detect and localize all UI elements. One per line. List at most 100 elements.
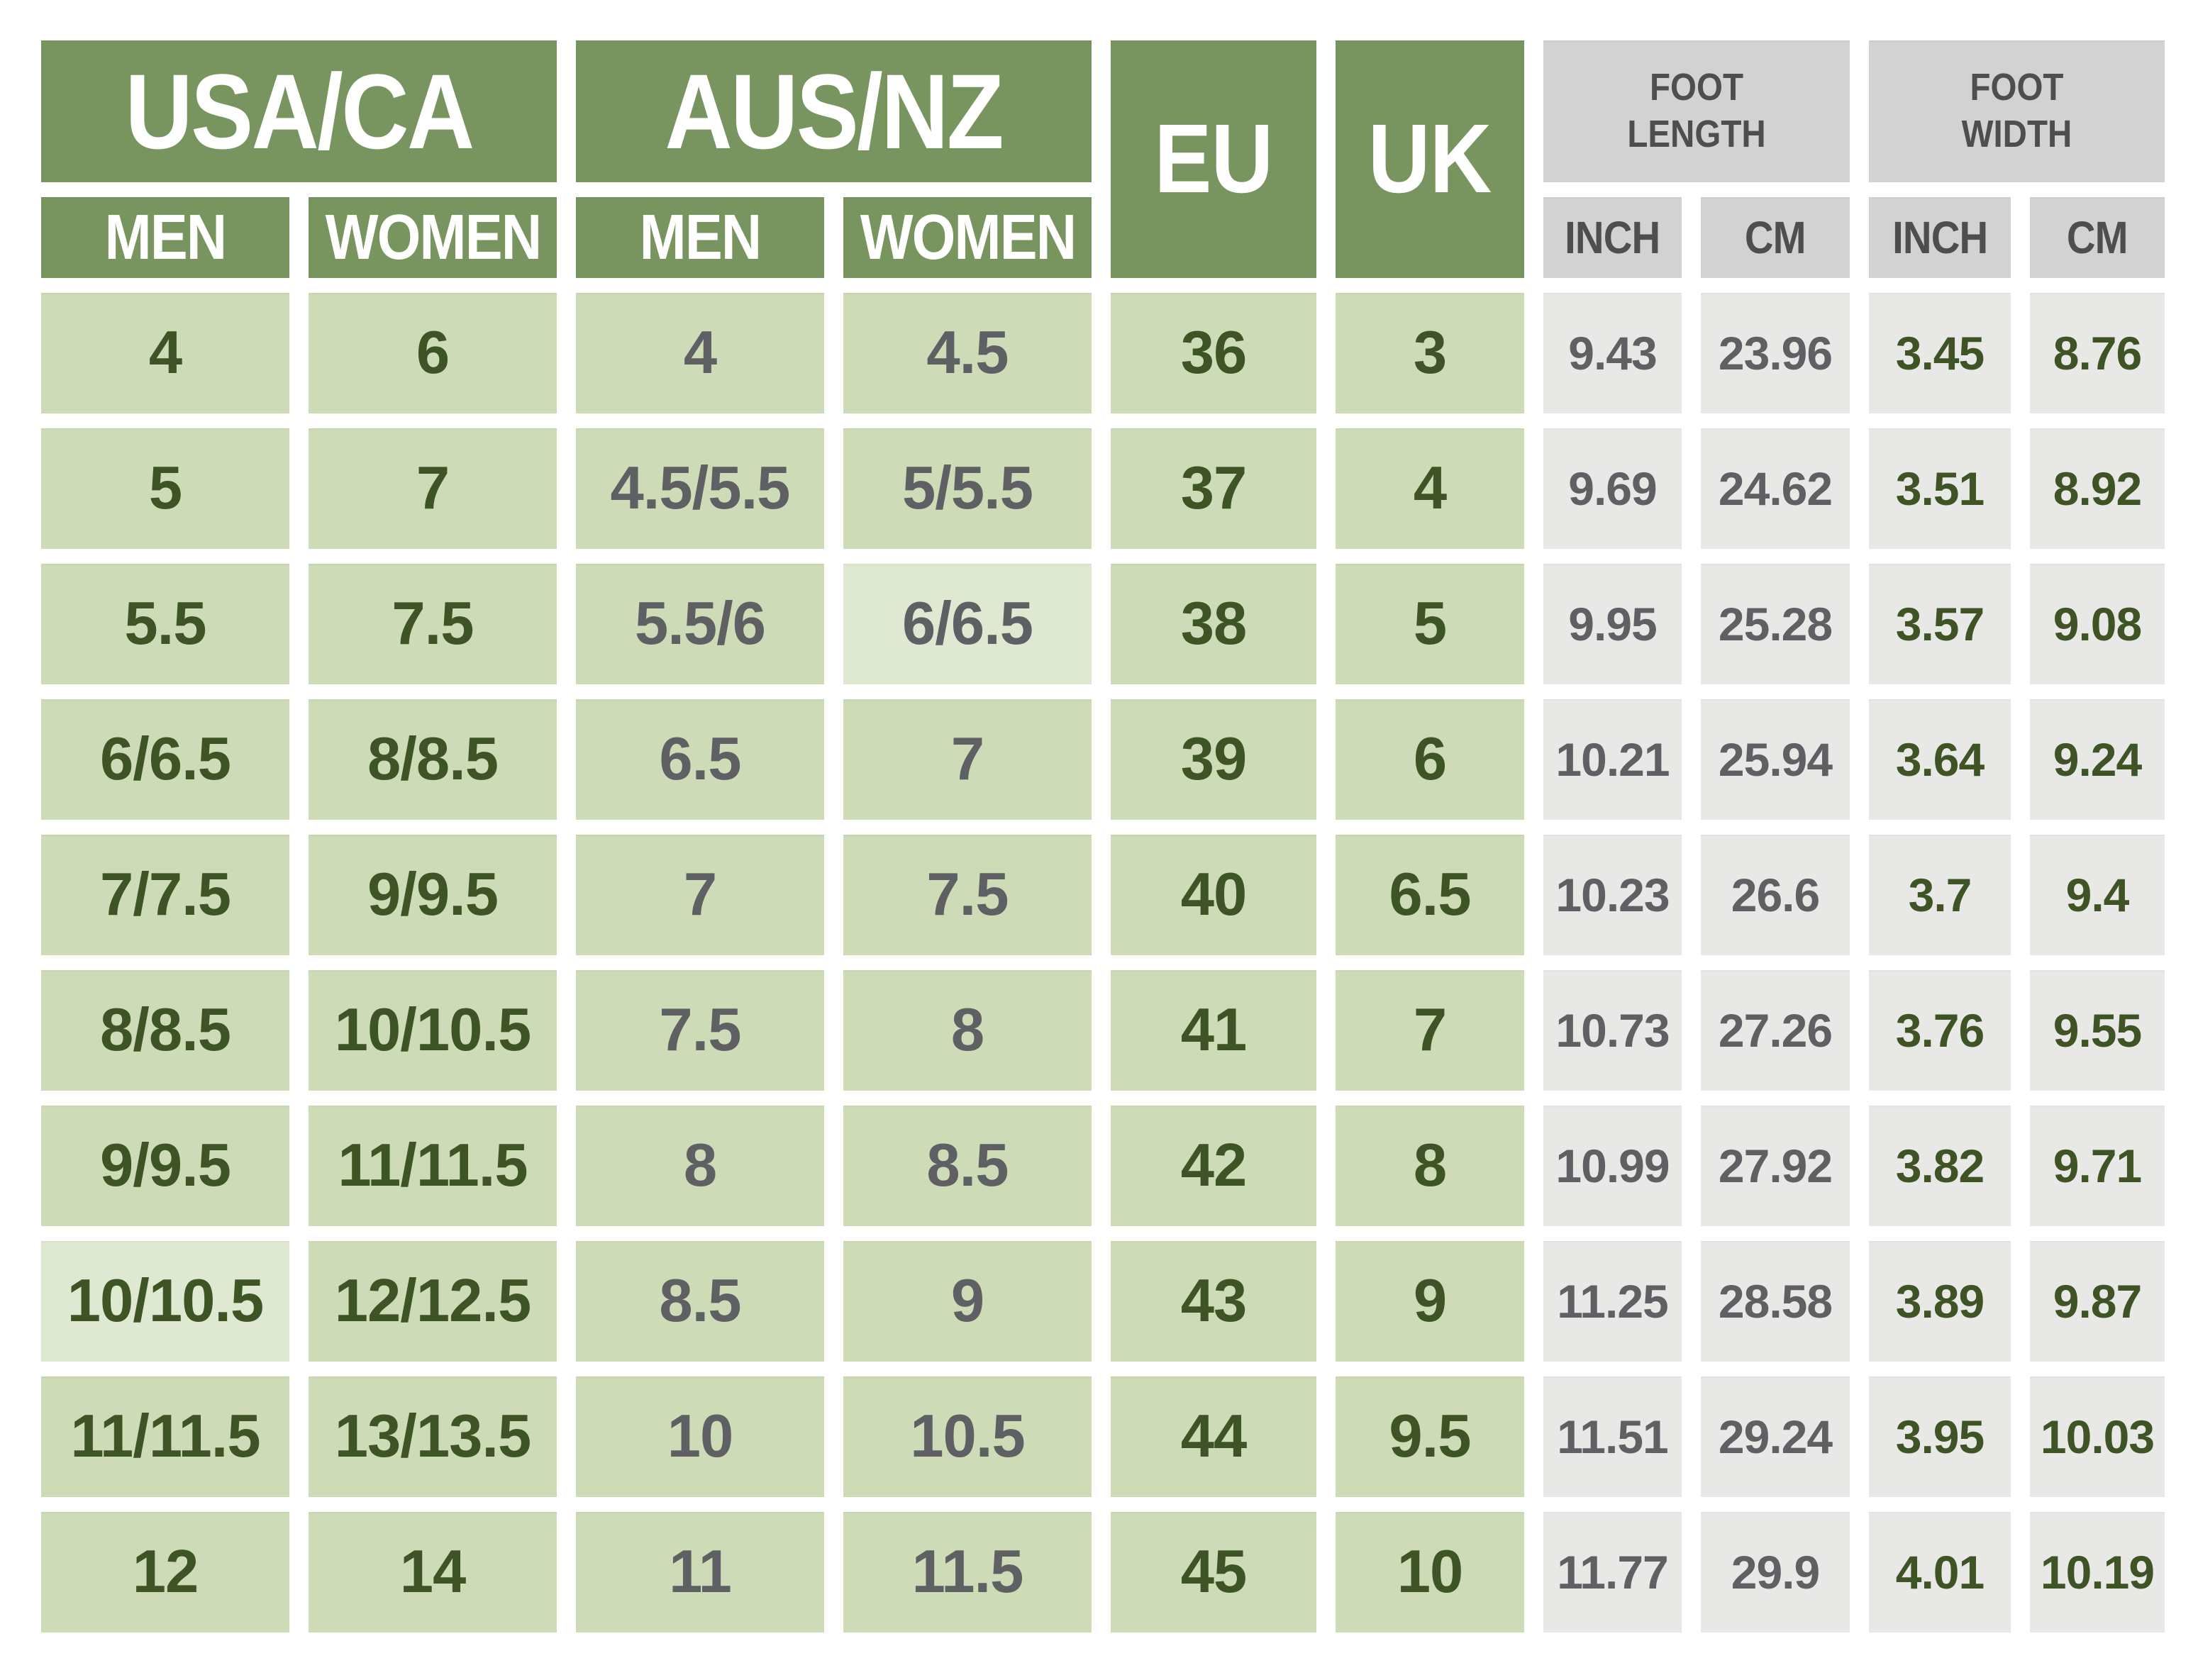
table-cell: 24.62 (1701, 428, 1850, 549)
table-cell: 6.5 (1336, 835, 1524, 955)
table-cell: 3.7 (1869, 835, 2011, 955)
table-cell: 27.92 (1701, 1106, 1850, 1226)
table-cell: 5 (41, 428, 289, 549)
table-cell: 7 (1336, 970, 1524, 1091)
table-cell: 38 (1111, 564, 1316, 684)
subheader-aus-men: MEN (576, 197, 824, 278)
header-uk: UK (1336, 40, 1524, 278)
table-cell: 45 (1111, 1512, 1316, 1632)
table-cell: 14 (309, 1512, 557, 1632)
table-cell: 11.77 (1543, 1512, 1682, 1632)
table-cell: 4 (1336, 428, 1524, 549)
table-cell: 44 (1111, 1376, 1316, 1497)
subheader-length-cm: CM (1701, 197, 1850, 278)
table-cell: 5/5.5 (843, 428, 1092, 549)
table-cell: 8 (843, 970, 1092, 1091)
table-cell: 7.5 (843, 835, 1092, 955)
table-cell: 8.5 (576, 1241, 824, 1362)
table-cell: 42 (1111, 1106, 1316, 1226)
table-cell: 10.73 (1543, 970, 1682, 1091)
table-cell: 5.5 (41, 564, 289, 684)
table-cell: 11.51 (1543, 1376, 1682, 1497)
table-cell: 3.95 (1869, 1376, 2011, 1497)
table-cell: 26.6 (1701, 835, 1850, 955)
table-cell: 10.99 (1543, 1106, 1682, 1226)
header-uk-label: UK (1368, 104, 1492, 213)
table-cell: 11/11.5 (41, 1376, 289, 1497)
table-cell: 5 (1336, 564, 1524, 684)
subheader-width-inch-label: INCH (1892, 212, 1988, 263)
subheader-aus-women-label: WOMEN (860, 201, 1076, 273)
table-cell: 25.28 (1701, 564, 1850, 684)
table-cell: 9.71 (2030, 1106, 2165, 1226)
table-cell: 8.92 (2030, 428, 2165, 549)
table-cell: 9.55 (2030, 970, 2165, 1091)
table-cell: 6 (309, 293, 557, 413)
table-cell: 3.82 (1869, 1106, 2011, 1226)
table-cell: 6/6.5 (843, 564, 1092, 684)
subheader-aus-women: WOMEN (843, 197, 1092, 278)
subheader-width-inch: INCH (1869, 197, 2011, 278)
table-cell: 39 (1111, 699, 1316, 820)
header-eu: EU (1111, 40, 1316, 278)
table-cell: 4.5/5.5 (576, 428, 824, 549)
table-cell: 3.76 (1869, 970, 2011, 1091)
table-cell: 3.57 (1869, 564, 2011, 684)
header-foot-width: FOOT WIDTH (1869, 40, 2165, 182)
table-cell: 9/9.5 (309, 835, 557, 955)
header-aus-nz-label: AUS/NZ (665, 51, 1004, 171)
subheader-length-inch-label: INCH (1565, 212, 1660, 263)
table-cell: 27.26 (1701, 970, 1850, 1091)
header-aus-nz: AUS/NZ (576, 40, 1092, 182)
subheader-usa-women: WOMEN (309, 197, 557, 278)
table-cell: 8.76 (2030, 293, 2165, 413)
table-cell: 11/11.5 (309, 1106, 557, 1226)
table-cell: 29.9 (1701, 1512, 1850, 1632)
subheader-aus-men-label: MEN (639, 201, 762, 273)
table-cell: 9.4 (2030, 835, 2165, 955)
table-cell: 6 (1336, 699, 1524, 820)
table-cell: 3.64 (1869, 699, 2011, 820)
table-cell: 36 (1111, 293, 1316, 413)
table-cell: 3.89 (1869, 1241, 2011, 1362)
table-cell: 6/6.5 (41, 699, 289, 820)
subheader-length-cm-label: CM (1745, 212, 1806, 263)
subheader-width-cm-label: CM (2067, 212, 2128, 263)
table-cell: 9.08 (2030, 564, 2165, 684)
table-cell: 23.96 (1701, 293, 1850, 413)
table-cell: 10.21 (1543, 699, 1682, 820)
table-cell: 10/10.5 (309, 970, 557, 1091)
table-cell: 10.19 (2030, 1512, 2165, 1632)
table-cell: 4 (41, 293, 289, 413)
table-cell: 6.5 (576, 699, 824, 820)
table-cell: 7/7.5 (41, 835, 289, 955)
table-cell: 8/8.5 (41, 970, 289, 1091)
subheader-usa-men-label: MEN (104, 201, 227, 273)
subheader-length-inch: INCH (1543, 197, 1682, 278)
table-cell: 7 (843, 699, 1092, 820)
table-cell: 9.43 (1543, 293, 1682, 413)
table-cell: 11.25 (1543, 1241, 1682, 1362)
header-foot-width-label: FOOT WIDTH (1961, 66, 2072, 155)
table-cell: 10.23 (1543, 835, 1682, 955)
table-cell: 7 (576, 835, 824, 955)
table-cell: 40 (1111, 835, 1316, 955)
subheader-usa-women-label: WOMEN (325, 201, 541, 273)
table-cell: 12 (41, 1512, 289, 1632)
table-cell: 11 (576, 1512, 824, 1632)
table-cell: 9.95 (1543, 564, 1682, 684)
table-cell: 37 (1111, 428, 1316, 549)
table-cell: 10 (576, 1376, 824, 1497)
table-cell: 7 (309, 428, 557, 549)
table-cell: 4.5 (843, 293, 1092, 413)
table-cell: 10/10.5 (41, 1241, 289, 1362)
table-cell: 4 (576, 293, 824, 413)
table-cell: 9.5 (1336, 1376, 1524, 1497)
header-usa-ca: USA/CA (41, 40, 557, 182)
table-cell: 9/9.5 (41, 1106, 289, 1226)
table-cell: 13/13.5 (309, 1376, 557, 1497)
header-usa-ca-label: USA/CA (125, 51, 474, 171)
header-eu-label: EU (1154, 104, 1274, 213)
table-cell: 5.5/6 (576, 564, 824, 684)
